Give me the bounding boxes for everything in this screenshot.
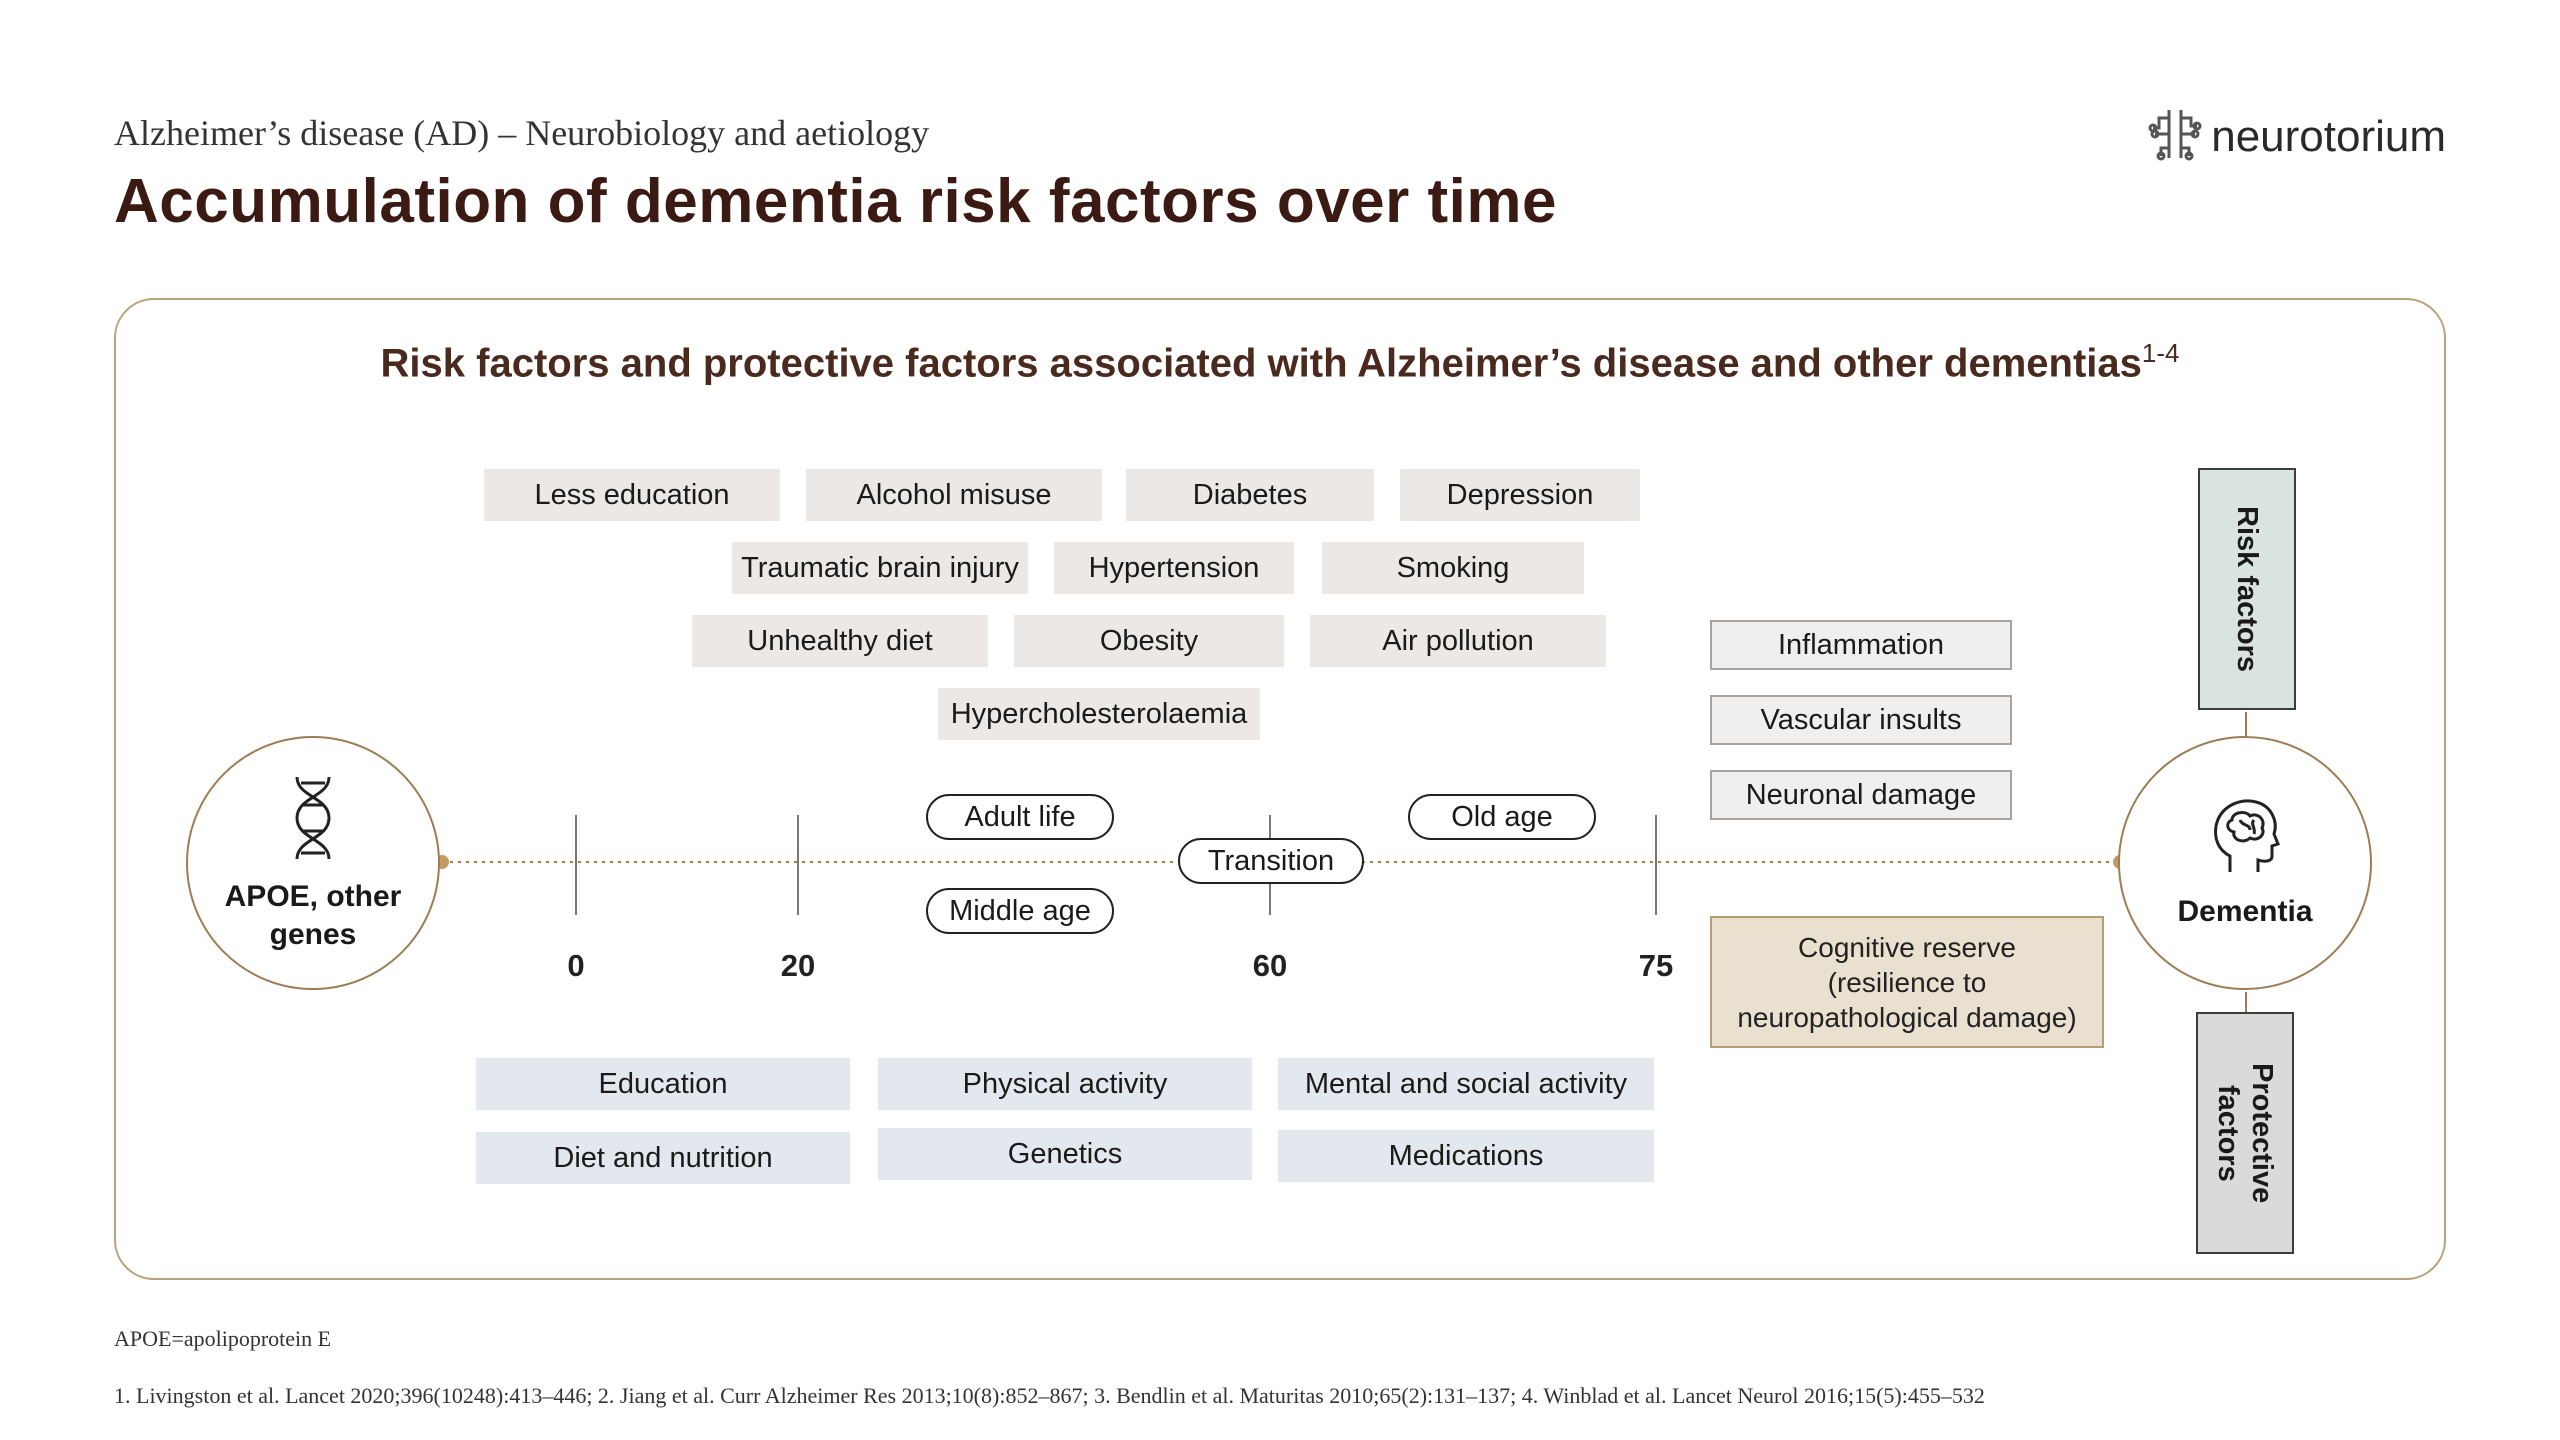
protective-factor-box: Physical activity (878, 1058, 1252, 1110)
protective-factor-box: Diet and nutrition (476, 1132, 850, 1184)
tick-label: 20 (780, 948, 816, 983)
risk-factor-box: Alcohol misuse (806, 469, 1102, 521)
dementia-circle: Dementia (2118, 736, 2372, 990)
risk-factor-box: Traumatic brain injury (732, 542, 1028, 594)
diagram-panel (114, 298, 2446, 1280)
late-factor-box: Neuronal damage (1710, 770, 2012, 820)
head-brain-icon (2210, 796, 2280, 881)
section-subtitle: Alzheimer’s disease (AD) – Neurobiology … (114, 113, 930, 153)
abbreviation-note: APOE=apolipoprotein E (114, 1326, 332, 1351)
protective-factors-side-label: Protective factors (2196, 1012, 2294, 1254)
risk-factors-text: Risk factors (2231, 505, 2263, 672)
genes-label: APOE, other genes (224, 879, 402, 951)
stage-pill: Old age (1408, 794, 1596, 840)
protective-factor-box: Education (476, 1058, 850, 1110)
risk-factor-box: Hypertension (1054, 542, 1294, 594)
references: 1. Livingston et al. Lancet 2020;396(102… (114, 1383, 1985, 1408)
cognitive-reserve-box: Cognitive reserve (resilience to neuropa… (1710, 916, 2104, 1048)
logo[interactable]: neurotorium (2147, 104, 2446, 169)
tick-label: 0 (567, 948, 585, 983)
panel-heading-text: Risk factors and protective factors asso… (380, 341, 2142, 386)
protective-factor-box: Genetics (878, 1128, 1252, 1180)
risk-factor-box: Less education (484, 469, 780, 521)
brain-circuit-icon (2147, 104, 2203, 169)
protective-factors-text: Protective factors (2212, 1062, 2278, 1204)
risk-factor-box: Depression (1400, 469, 1640, 521)
page-title: Accumulation of dementia risk factors ov… (114, 167, 1557, 236)
protective-factor-box: Medications (1278, 1130, 1654, 1182)
tick-label: 75 (1638, 948, 1674, 983)
late-factor-box: Vascular insults (1710, 695, 2012, 745)
tick-label: 60 (1252, 948, 1288, 983)
logo-text: neurotorium (2211, 111, 2446, 161)
genes-circle: APOE, other genes (186, 736, 440, 990)
risk-factor-box: Smoking (1322, 542, 1584, 594)
panel-heading: Risk factors and protective factors asso… (0, 338, 2560, 386)
stage-pill: Adult life (926, 794, 1114, 840)
risk-factor-box: Hypercholesterolaemia (938, 688, 1260, 740)
risk-factor-box: Unhealthy diet (692, 615, 988, 667)
risk-factor-box: Diabetes (1126, 469, 1374, 521)
risk-factors-side-label: Risk factors (2198, 468, 2296, 710)
protective-factor-box: Mental and social activity (1278, 1058, 1654, 1110)
risk-factor-box: Air pollution (1310, 615, 1606, 667)
dna-icon (289, 773, 337, 868)
heading-reference: 1-4 (2141, 338, 2180, 368)
stage-pill: Middle age (926, 888, 1114, 934)
risk-factor-box: Obesity (1014, 615, 1284, 667)
late-factor-box: Inflammation (1710, 620, 2012, 670)
stage-pill: Transition (1178, 838, 1364, 884)
dementia-label: Dementia (2177, 894, 2313, 928)
